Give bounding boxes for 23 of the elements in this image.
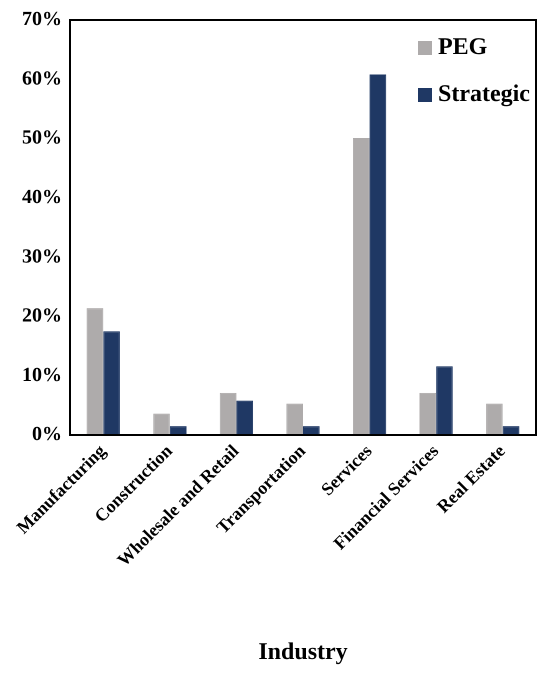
x-axis-title: Industry	[258, 638, 348, 665]
bar	[86, 308, 104, 435]
y-tick-label: 60%	[22, 67, 62, 90]
y-tick-label: 50%	[22, 126, 62, 149]
bar	[370, 74, 386, 435]
bar	[352, 138, 370, 435]
y-tick-label: 10%	[22, 364, 62, 386]
bar	[153, 414, 170, 435]
bar	[236, 400, 254, 435]
bar	[502, 426, 520, 435]
bar	[103, 331, 120, 435]
bar	[286, 404, 303, 435]
bar	[220, 392, 236, 435]
y-tick-label: 0%	[32, 423, 62, 446]
bar	[436, 366, 453, 435]
y-tick-label: 70%	[22, 8, 62, 30]
bar	[420, 392, 436, 435]
y-tick-label: 40%	[22, 186, 62, 208]
y-tick-label: 30%	[22, 245, 62, 268]
y-tick-label: 20%	[22, 304, 62, 327]
legend-label: Strategic	[438, 81, 530, 108]
legend-label: PEG	[438, 34, 488, 61]
bar	[486, 404, 503, 435]
